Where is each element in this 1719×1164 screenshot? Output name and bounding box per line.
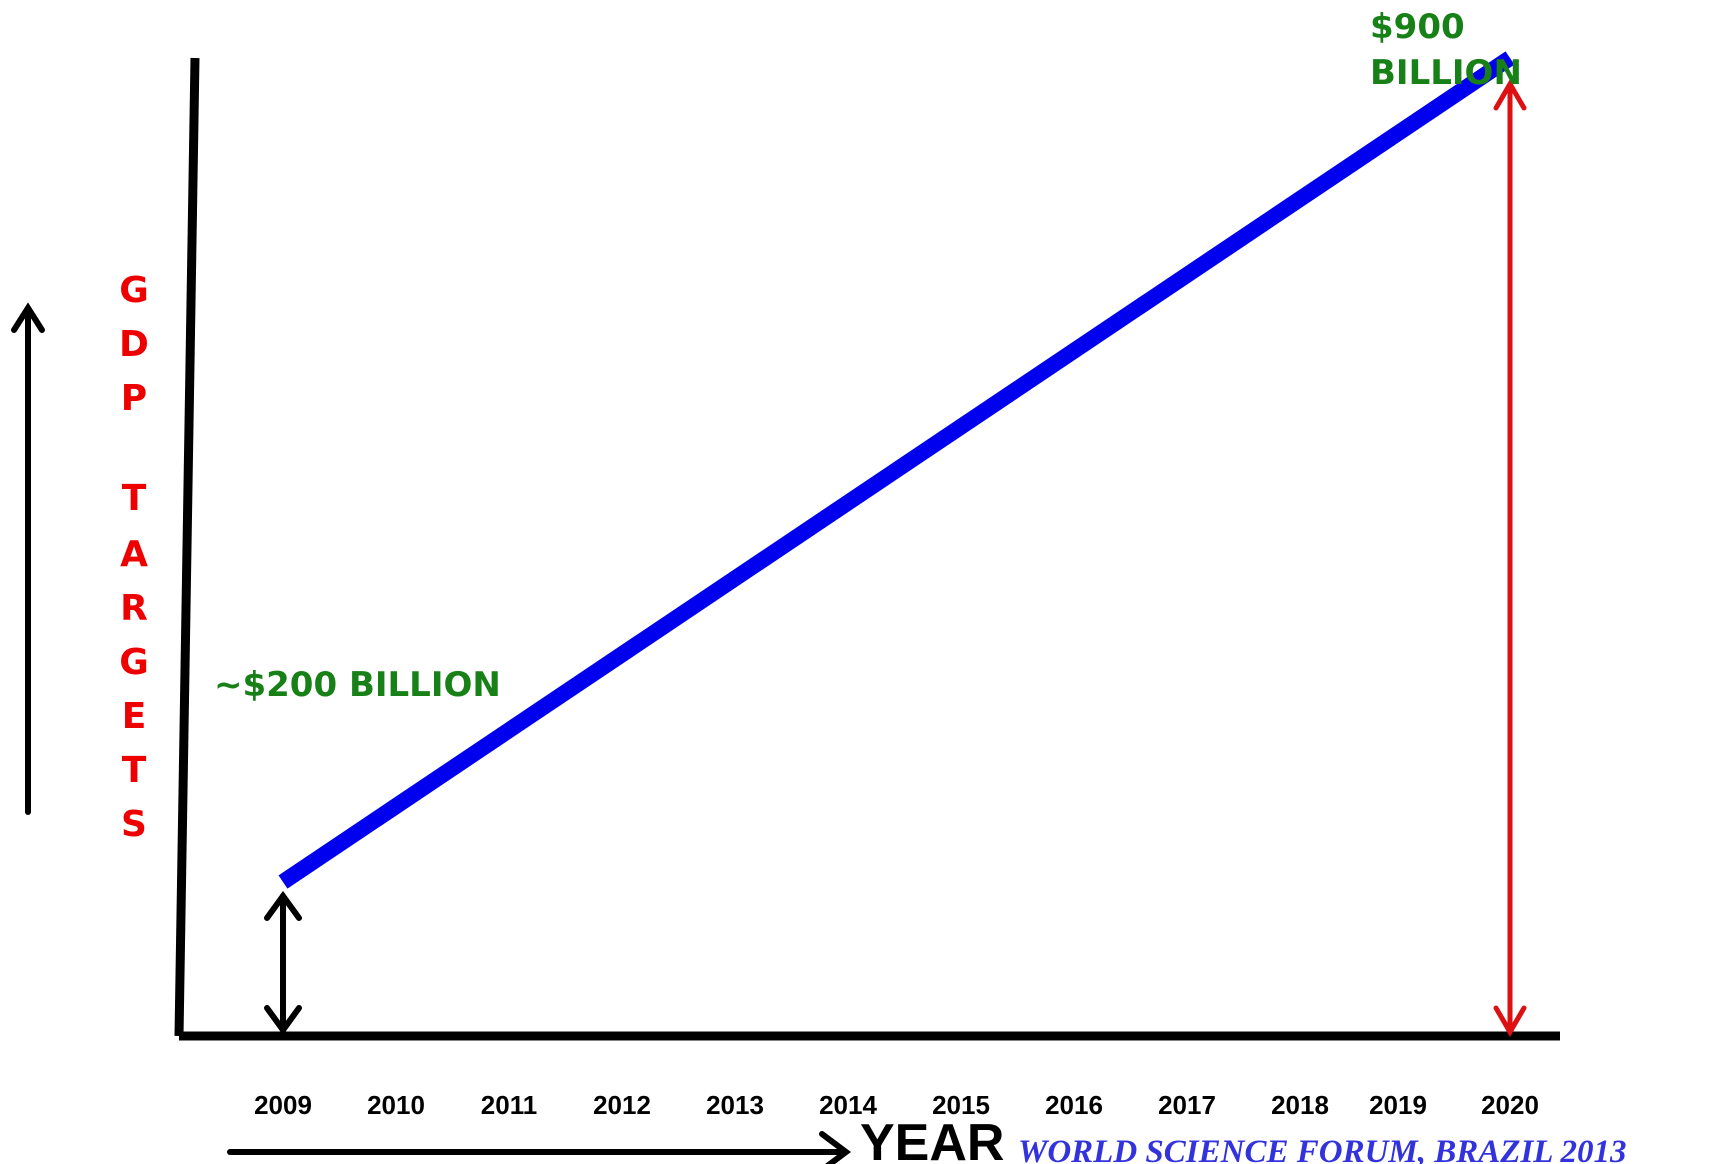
start-value-arrow xyxy=(264,890,302,1036)
x-tick-label-2018: 2018 xyxy=(1271,1090,1329,1120)
y-axis-label-letter: G xyxy=(119,642,149,683)
y-axis xyxy=(174,57,200,1037)
end-value-label-line2: BILLION xyxy=(1370,53,1522,93)
x-tick-label-2011: 2011 xyxy=(481,1090,537,1120)
x-tick-label-2020: 2020 xyxy=(1481,1090,1539,1120)
start-value-label: ~$200 BILLION xyxy=(214,665,501,705)
y-axis-label-letter: P xyxy=(121,378,147,419)
x-tick-label-2016: 2016 xyxy=(1045,1090,1103,1120)
x-tick-label-2009: 2009 xyxy=(254,1090,312,1120)
x-tick-labels: 2009 2010 2011 2012 2013 2014 2015 2016 2017 2018… xyxy=(254,1090,1539,1120)
credit-text: WORLD SCIENCE FORUM, BRAZIL 2013 xyxy=(1018,1134,1627,1164)
x-tick-label-2013: 2013 xyxy=(706,1090,764,1120)
y-axis-label-letter: R xyxy=(120,588,148,629)
y-axis-label-letter: T xyxy=(122,478,147,519)
x-tick-label-2017: 2017 xyxy=(1158,1090,1216,1120)
y-axis-label-letter: S xyxy=(121,804,147,845)
y-axis-label-letter: D xyxy=(119,324,149,365)
y-axis-label-letter: T xyxy=(122,750,147,791)
x-direction-arrow xyxy=(227,1131,851,1164)
x-axis-label: YEAR xyxy=(860,1114,1004,1164)
x-tick-label-2012: 2012 xyxy=(593,1090,651,1120)
x-tick-label-2010: 2010 xyxy=(367,1090,425,1120)
y-axis-label-letter: A xyxy=(120,534,148,575)
end-value-arrow xyxy=(1493,79,1527,1037)
end-value-label-line1: $900 xyxy=(1370,7,1465,47)
x-tick-label-2015: 2015 xyxy=(932,1090,990,1120)
y-axis-label-letter: G xyxy=(119,270,149,311)
y-direction-arrow xyxy=(11,302,45,815)
series-line xyxy=(278,51,1515,889)
x-tick-label-2014: 2014 xyxy=(819,1090,877,1120)
y-axis-label-letter: E xyxy=(122,696,147,737)
x-tick-label-2019: 2019 xyxy=(1369,1090,1427,1120)
